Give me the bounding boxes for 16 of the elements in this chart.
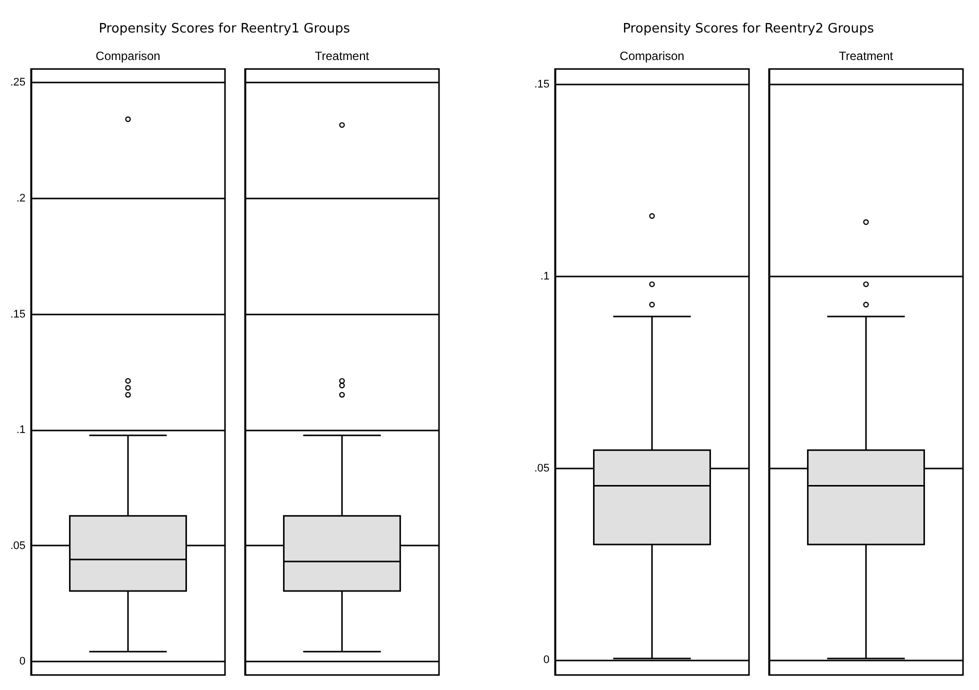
y-tick-label: .1 [16,424,26,436]
y-tick-label: .15 [10,308,26,320]
x-tick-label: Treatment [314,49,370,63]
x-tick-label: Comparison [96,49,160,63]
x-tick-label: Treatment [838,49,894,63]
y-tick-label: .15 [534,78,550,90]
y-tick-label: 0 [19,656,26,668]
x-tick-label: Comparison [620,49,684,63]
y-tick-label: 0 [543,654,550,666]
y-tick-label: .2 [16,192,26,204]
y-tick-label: .1 [540,270,550,282]
y-tick-label: .25 [10,76,26,89]
y-tick-label: .05 [10,540,26,552]
chart-title: Propensity Scores for Reentry2 Groups [622,21,874,36]
y-tick-label: .05 [534,462,550,474]
chart-title: Propensity Scores for Reentry1 Groups [98,21,350,36]
